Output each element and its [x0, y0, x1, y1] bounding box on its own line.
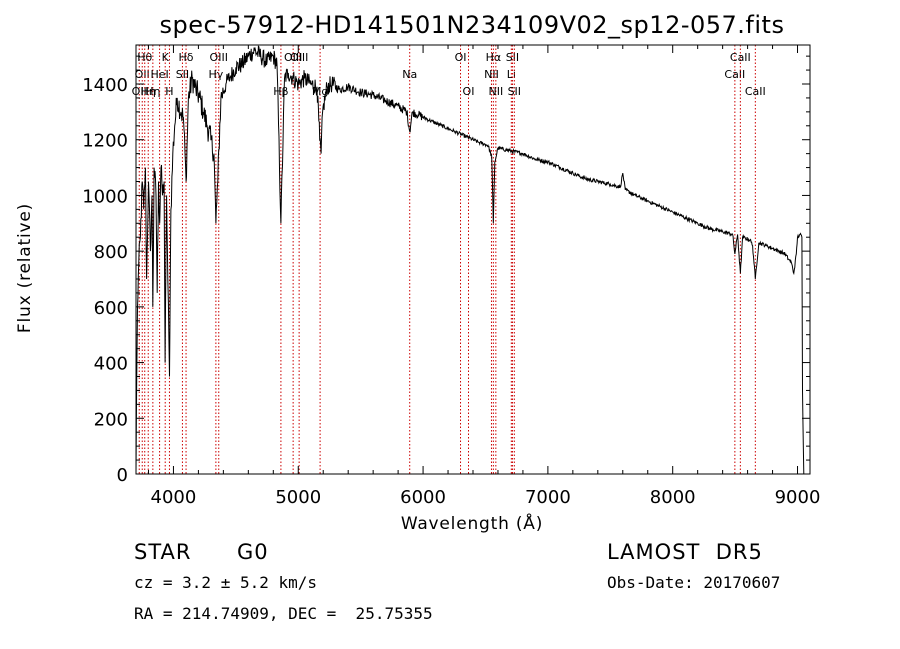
line-marker-label-18: OI [463, 85, 475, 98]
x-axis: 4000 5000 6000 7000 8000 9000 [147, 45, 821, 508]
line-marker-label-23: SII [506, 51, 519, 64]
line-marker-label-9: Hδ [179, 51, 194, 64]
obs-date: Obs-Date: 20170607 [607, 573, 781, 592]
line-marker-label-21: NII [488, 85, 503, 98]
y-tick-label: 1400 [82, 75, 128, 96]
line-marker-label-20: Hα [486, 51, 502, 64]
line-marker-label-13: OIII [284, 51, 302, 64]
x-axis-label: Wavelength (Å) [401, 512, 543, 534]
chart-title: spec-57912-HD141501N234109V02_sp12-057.f… [160, 11, 785, 39]
x-tick-label: 8000 [650, 487, 696, 508]
line-marker-label-17: OI [455, 51, 467, 64]
line-marker-label-6: K [162, 51, 170, 64]
y-axis-label: Flux (relative) [15, 203, 35, 333]
line-marker-label-26: CaII [730, 51, 751, 64]
line-marker-label-27: CaII [745, 85, 766, 98]
survey-name: LAMOST DR5 [607, 540, 763, 564]
line-marker-label-22: Li [507, 68, 516, 81]
line-marker-label-7: H [165, 85, 173, 98]
y-tick-label: 0 [117, 465, 128, 486]
coordinates: RA = 214.74909, DEC = 25.75355 [134, 604, 433, 623]
y-axis: 0 200 400 600 800 1000 1200 1400 [82, 55, 810, 486]
spectrum-series [135, 45, 805, 475]
line-marker-label-16: Na [402, 68, 417, 81]
x-tick-label: 5000 [275, 487, 321, 508]
line-marker-label-4: Hη [145, 85, 160, 98]
x-tick-label: 9000 [775, 487, 821, 508]
y-tick-label: 400 [94, 354, 128, 375]
line-marker-label-25: CaII [724, 68, 745, 81]
line-marker-label-0: OII [132, 85, 147, 98]
line-marker-label-12: Hβ [273, 85, 288, 98]
line-markers: OIIOIIHθHηHηHeIKHSIIHδHγOIIIHβOIIIOIIIMg… [132, 45, 766, 474]
subclass: G0 [237, 540, 269, 564]
line-marker-label-3: Hη [141, 85, 156, 98]
spectrum-line [135, 45, 805, 475]
y-tick-label: 1200 [82, 131, 128, 152]
x-tick-label: 4000 [151, 487, 197, 508]
line-marker-label-19: NII [484, 68, 499, 81]
line-marker-label-2: Hθ [137, 51, 152, 64]
line-marker-label-5: HeI [150, 68, 168, 81]
line-marker-label-11: OIII [210, 51, 228, 64]
line-marker-label-10: Hγ [208, 68, 223, 81]
redshift-value: cz = 3.2 ± 5.2 km/s [134, 573, 318, 592]
spectrum-chart: spec-57912-HD141501N234109V02_sp12-057.f… [15, 11, 821, 534]
x-tick-label: 7000 [525, 487, 571, 508]
line-marker-label-24: SII [508, 85, 521, 98]
y-tick-label: 800 [94, 242, 128, 263]
line-marker-label-1: OII [135, 68, 150, 81]
object-class: STAR [134, 540, 192, 564]
line-marker-label-8: SII [176, 68, 189, 81]
y-tick-label: 1000 [82, 186, 128, 207]
line-marker-label-14: OIII [290, 51, 308, 64]
plot-frame [135, 44, 811, 475]
x-tick-label: 6000 [400, 487, 446, 508]
y-tick-label: 600 [94, 298, 128, 319]
y-tick-label: 200 [94, 409, 128, 430]
